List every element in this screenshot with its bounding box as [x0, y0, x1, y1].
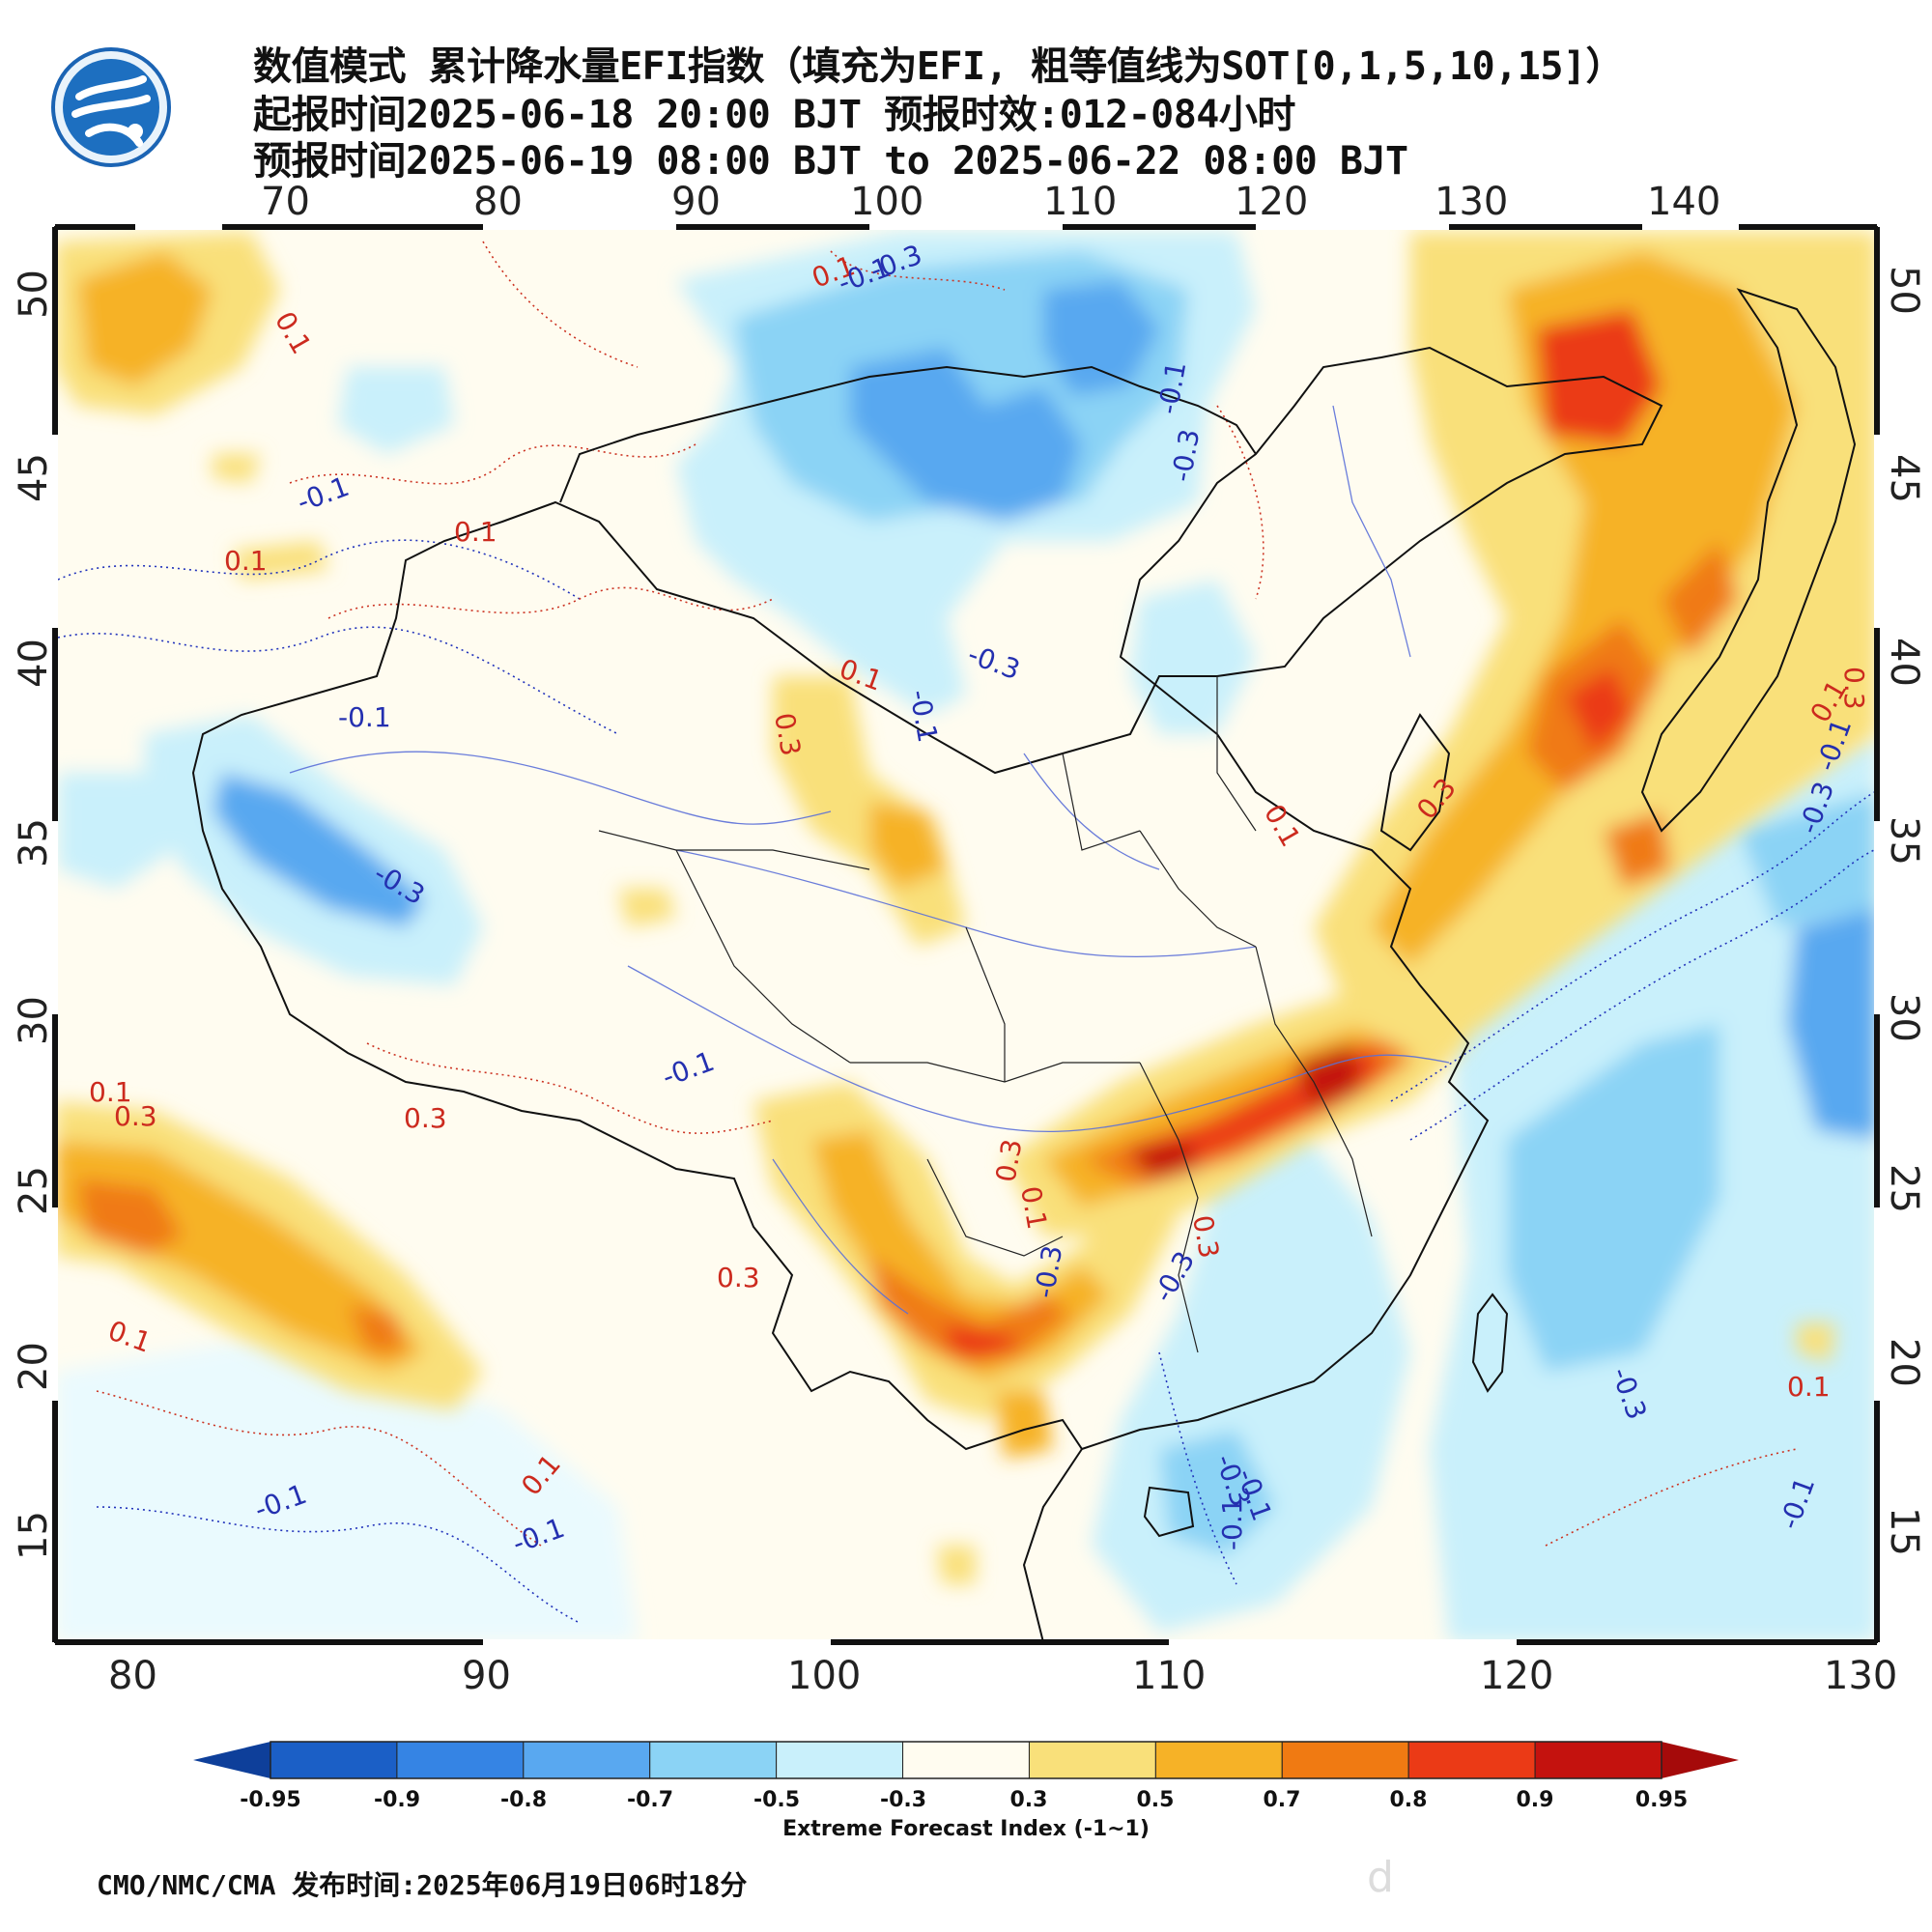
colorbar-box	[1154, 1741, 1283, 1779]
bottom-lon-label: 80	[108, 1654, 157, 1698]
colorbar-box	[396, 1741, 525, 1779]
colorbar-box	[1407, 1741, 1536, 1779]
colorbar-box	[1534, 1741, 1662, 1779]
contour-label: 0.1	[1787, 1371, 1831, 1403]
colorbar-tick: 0.7	[1264, 1788, 1301, 1812]
right-lat-label: 50	[1882, 266, 1926, 315]
right-lat-label: 30	[1882, 993, 1926, 1042]
colorbar-boxes	[270, 1741, 1662, 1779]
top-lon-label: 70	[261, 180, 310, 224]
right-lat-label: 15	[1882, 1507, 1926, 1556]
colorbar-label: Extreme Forecast Index (-1~1)	[782, 1817, 1150, 1841]
colorbar-box	[776, 1741, 904, 1779]
left-lat-label: 20	[12, 1342, 56, 1391]
contour-label: 0.3	[1838, 667, 1870, 710]
contour-label: 0.3	[989, 1137, 1028, 1185]
right-lat-label: 35	[1882, 816, 1926, 866]
colorbar-tick: 0.8	[1390, 1788, 1428, 1812]
contour-label: 0.1	[454, 516, 497, 548]
colorbar-box	[1028, 1741, 1156, 1779]
right-lat-label: 20	[1882, 1338, 1926, 1387]
colorbar-tick: -0.3	[880, 1788, 926, 1812]
contour-label: -0.1	[338, 701, 391, 733]
watermark: d	[1367, 1853, 1394, 1902]
top-lon-label: 140	[1647, 180, 1720, 224]
left-lat-label: 30	[12, 996, 56, 1045]
right-lat-label: 45	[1882, 454, 1926, 503]
contour-label: 0.1	[1014, 1183, 1053, 1232]
contour-label: 0.3	[1186, 1212, 1225, 1261]
colorbar-tick: 0.9	[1517, 1788, 1554, 1812]
left-lat-label: 25	[12, 1166, 56, 1215]
colorbar-tick-labels: -0.95 -0.9 -0.8 -0.7 -0.5 -0.3 0.3 0.5 0…	[240, 1788, 1688, 1812]
colorbar-tick: -0.7	[627, 1788, 673, 1812]
colorbar-tick: -0.5	[753, 1788, 800, 1812]
title-line-1: 数值模式 累计降水量EFI指数（填充为EFI, 粗等值线为SOT[0,1,5,1…	[253, 44, 1625, 89]
colorbar-high-end	[1662, 1742, 1739, 1778]
contour-label: 0.3	[768, 710, 807, 758]
bottom-lon-label: 120	[1480, 1654, 1553, 1698]
left-lat-label: 50	[12, 270, 56, 319]
contour-label: 0.3	[404, 1102, 447, 1134]
contour-label: 0.3	[114, 1100, 157, 1132]
bottom-lon-label: 90	[462, 1654, 511, 1698]
colorbar-box	[649, 1741, 778, 1779]
colorbar-tick: 0.3	[1010, 1788, 1048, 1812]
left-lat-label: 35	[12, 818, 56, 867]
bottom-longitude-labels: 80 90 100 110 120 130	[108, 1654, 1897, 1698]
contour-label: -0.1	[1216, 1497, 1248, 1550]
bottom-lon-label: 130	[1824, 1654, 1897, 1698]
efi-fill-field	[55, 232, 1877, 1642]
colorbar-box	[270, 1741, 398, 1779]
top-lon-label: 100	[850, 180, 923, 224]
left-latitude-labels: 50 45 40 35 30 25 20 15	[12, 270, 56, 1560]
right-lat-label: 25	[1882, 1164, 1926, 1213]
colorbar-tick: 0.95	[1635, 1788, 1688, 1812]
colorbar-tick: -0.8	[500, 1788, 547, 1812]
colorbar-low-end	[193, 1742, 270, 1778]
right-lat-label: 40	[1882, 638, 1926, 687]
left-lat-label: 45	[12, 453, 56, 502]
colorbar-tick: -0.95	[240, 1788, 300, 1812]
contour-label: 0.1	[89, 1076, 132, 1108]
colorbar-box	[1281, 1741, 1409, 1779]
bottom-lon-label: 110	[1132, 1654, 1206, 1698]
title-line-3: 预报时间2025-06-19 08:00 BJT to 2025-06-22 0…	[253, 139, 1408, 184]
contour-label: 0.1	[224, 545, 268, 577]
colorbar-box	[902, 1741, 1030, 1779]
top-lon-label: 90	[671, 180, 721, 224]
footer-publish-info: CMO/NMC/CMA 发布时间:2025年06月19日06时18分	[97, 1869, 748, 1901]
top-longitude-labels: 70 80 90 100 110 120 130 140	[261, 180, 1720, 224]
colorbar: -0.95 -0.9 -0.8 -0.7 -0.5 -0.3 0.3 0.5 0…	[193, 1741, 1739, 1841]
cma-logo-icon	[51, 47, 171, 167]
top-lon-label: 110	[1043, 180, 1117, 224]
top-lon-label: 80	[473, 180, 523, 224]
left-lat-label: 40	[12, 639, 56, 688]
right-latitude-labels: 50 45 40 35 30 25 20 15	[1882, 266, 1926, 1556]
title-line-2: 起报时间2025-06-18 20:00 BJT 预报时效:012-084小时	[253, 93, 1295, 137]
colorbar-tick: -0.9	[374, 1788, 420, 1812]
bottom-lon-label: 100	[787, 1654, 861, 1698]
top-lon-label: 120	[1235, 180, 1308, 224]
colorbar-box	[523, 1741, 651, 1779]
colorbar-tick: 0.5	[1137, 1788, 1175, 1812]
left-lat-label: 15	[12, 1511, 56, 1560]
top-lon-label: 130	[1435, 180, 1508, 224]
contour-label: 0.3	[717, 1262, 760, 1293]
